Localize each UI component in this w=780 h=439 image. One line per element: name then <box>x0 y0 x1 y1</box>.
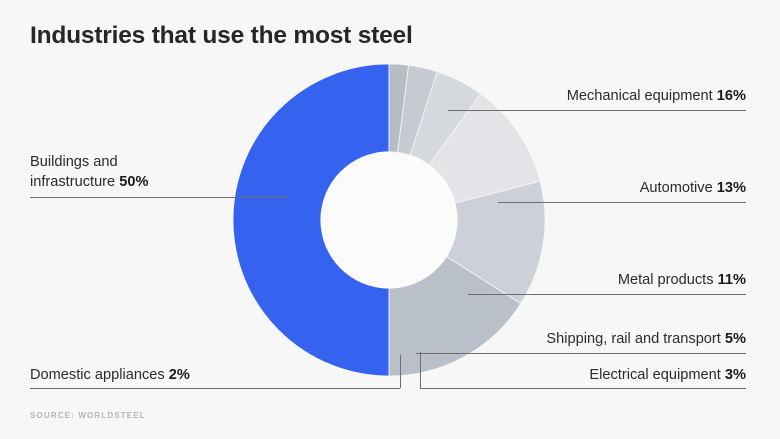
donut-chart-svg <box>233 64 545 376</box>
leader-elbow-domestic <box>400 355 401 388</box>
underline-automotive <box>528 202 746 203</box>
callout-automotive-name: Automotive <box>639 180 713 196</box>
callout-electrical-equipment: Electrical equipment 3% <box>589 365 746 385</box>
callout-domestic-percent: 2% <box>168 367 190 383</box>
callout-electrical-name: Electrical equipment <box>589 367 721 383</box>
underline-metal <box>508 294 746 295</box>
callout-automotive: Automotive 13% <box>640 178 746 198</box>
callout-buildings-percent: 50% <box>119 174 149 190</box>
leader-automotive <box>498 202 528 203</box>
callout-shipping-rail-transport: Shipping, rail and transport 5% <box>546 329 746 349</box>
underline-shipping <box>456 353 746 354</box>
underline-electrical <box>420 388 746 389</box>
leader-buildings <box>200 197 290 198</box>
callout-shipping-percent: 5% <box>724 331 746 347</box>
page-title: Industries that use the most steel <box>30 22 413 49</box>
underline-buildings <box>30 197 200 198</box>
callout-domestic-name: Domestic appliances <box>30 367 165 383</box>
callout-buildings-line1: Buildings and <box>30 154 118 170</box>
leader-shipping <box>416 353 456 354</box>
callout-metal-percent: 11% <box>717 272 746 288</box>
leader-metal <box>468 294 508 295</box>
callout-shipping-name: Shipping, rail and transport <box>546 331 721 347</box>
callout-buildings-infrastructure: Buildings and infrastructure 50% <box>30 152 148 192</box>
donut-hole <box>320 151 458 289</box>
callout-mechanical-percent: 16% <box>716 88 746 104</box>
callout-mechanical-equipment: Mechanical equipment 16% <box>567 86 746 106</box>
callout-domestic-appliances: Domestic appliances 2% <box>30 365 190 385</box>
underline-mechanical <box>478 110 746 111</box>
donut-chart <box>233 64 545 376</box>
callout-mechanical-name: Mechanical equipment <box>566 88 713 104</box>
callout-automotive-percent: 13% <box>716 180 746 196</box>
leader-mechanical <box>448 110 478 111</box>
callout-electrical-percent: 3% <box>724 367 746 383</box>
callout-metal-products: Metal products 11% <box>618 270 746 290</box>
donut-slice <box>233 64 390 376</box>
callout-buildings-line2: infrastructure <box>30 174 116 190</box>
source-note: SOURCE: WORLDSTEEL <box>30 411 146 420</box>
callout-metal-name: Metal products <box>617 272 714 288</box>
leader-elbow-electrical <box>420 352 421 388</box>
underline-domestic <box>30 388 400 389</box>
